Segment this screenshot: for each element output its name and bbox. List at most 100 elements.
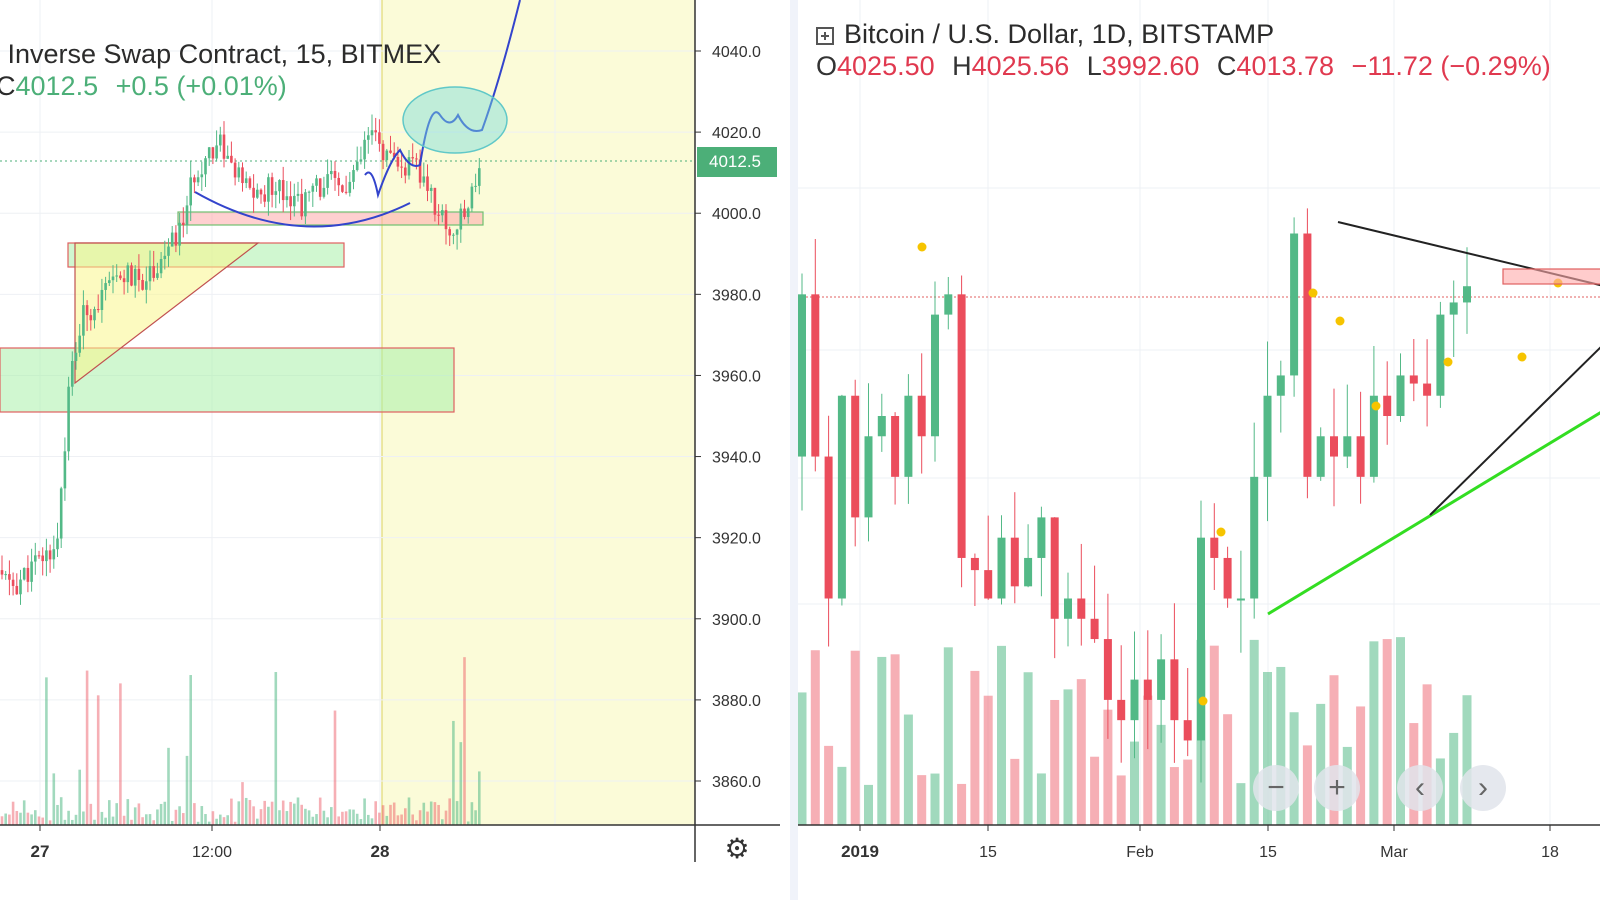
- volume-bar: [259, 809, 263, 825]
- gear-icon[interactable]: ⚙: [724, 833, 750, 864]
- candle-body: [78, 335, 81, 353]
- candle-body: [370, 130, 374, 136]
- volume-bar: [437, 804, 440, 825]
- candle-body: [400, 166, 403, 168]
- candle-body: [931, 314, 939, 437]
- candle-body: [226, 155, 229, 159]
- volume-bar: [418, 810, 422, 825]
- volume-bar: [281, 800, 285, 825]
- volume-bar: [997, 645, 1006, 825]
- volume-bar: [389, 804, 392, 825]
- y-tick-label: 3980.0: [712, 287, 761, 304]
- candle-body: [341, 185, 344, 192]
- candle-body: [1024, 557, 1033, 587]
- candle-body: [1383, 395, 1392, 416]
- volume-bar: [45, 677, 48, 825]
- candle-body: [478, 168, 481, 186]
- volume-bar: [244, 797, 248, 825]
- volume-bar: [426, 811, 429, 825]
- zoom-out-button[interactable]: −: [1253, 765, 1299, 811]
- volume-bar: [983, 695, 993, 825]
- volume-bar: [1169, 767, 1179, 825]
- volume-bar: [119, 683, 122, 825]
- candle-body: [385, 150, 389, 161]
- left-chart-ohlc: C4012.5 +0.5 (+0.01%): [0, 70, 287, 102]
- signal-dot: [1308, 288, 1318, 298]
- left-chart-title: l Inverse Swap Contract, 15, BITMEX: [0, 39, 442, 69]
- candle-body: [244, 178, 248, 184]
- left-chart-panel: 4040.0 4020.0 4000.0 3980.0 3960.0 3940.0 3920…: [0, 0, 790, 900]
- volume-bar: [256, 818, 259, 825]
- candle-body: [374, 130, 377, 133]
- candle-body: [1157, 659, 1166, 700]
- candle-body: [811, 294, 820, 457]
- candle-body: [96, 309, 100, 311]
- candle-body: [877, 416, 886, 437]
- volume-bar: [1356, 706, 1366, 825]
- candle-body: [152, 266, 155, 278]
- candle-body: [293, 195, 296, 207]
- candle-body: [1330, 436, 1338, 457]
- candle-body: [957, 294, 966, 558]
- close-key: C: [1216, 51, 1237, 81]
- candle-body: [196, 177, 200, 183]
- right-chart-canvas[interactable]: 2019 15 Feb 15 Mar 18: [798, 0, 1600, 900]
- left-close-key: C: [0, 71, 16, 101]
- left-chart-canvas[interactable]: 4040.0 4020.0 4000.0 3980.0 3960.0 3940.0 3920…: [0, 0, 790, 900]
- volume-bar: [59, 797, 63, 825]
- right-chart-panel: 2019 15 Feb 15 Mar 18 Bitcoin / U.S. Dollar, …: [790, 0, 1600, 900]
- candle-body: [137, 268, 141, 280]
- volume-bar: [315, 814, 318, 825]
- y-tick-label: 3920.0: [712, 531, 761, 548]
- scroll-left-button[interactable]: ‹: [1397, 765, 1443, 811]
- volume-bar: [452, 720, 455, 825]
- volume-bar: [296, 797, 300, 825]
- candle-body: [45, 550, 48, 562]
- candle-body: [270, 177, 274, 195]
- volume-bar: [1236, 783, 1246, 825]
- candle-body: [59, 488, 63, 539]
- candle-body: [167, 246, 170, 256]
- volume-bar: [1010, 758, 1020, 825]
- volume-bar: [363, 798, 366, 825]
- left-close-value: 4012.5: [15, 71, 99, 101]
- volume-bar: [71, 819, 74, 825]
- volume-bar: [441, 819, 444, 825]
- volume-bar: [41, 817, 44, 825]
- candle-body: [984, 570, 993, 599]
- candle-body: [267, 177, 270, 202]
- add-symbol-icon[interactable]: [816, 27, 834, 45]
- volume-bar: [1462, 695, 1472, 825]
- candle-body: [333, 170, 337, 178]
- candle-body: [274, 191, 278, 195]
- volume-bar: [300, 804, 303, 825]
- zoom-in-button[interactable]: +: [1314, 765, 1360, 811]
- candle-body: [189, 177, 192, 206]
- candle-body: [278, 180, 281, 192]
- candle-body: [970, 557, 979, 571]
- candle-body: [207, 147, 211, 159]
- volume-bar: [1023, 672, 1033, 825]
- volume-bar: [455, 801, 459, 825]
- candle-body: [222, 134, 226, 159]
- candle-body: [119, 275, 122, 279]
- volume-bar: [56, 804, 59, 825]
- open-value: 4025.50: [837, 51, 935, 81]
- candle-body: [85, 305, 89, 316]
- candle-body: [1117, 699, 1126, 721]
- candle-body: [422, 176, 426, 183]
- volume-bar: [1249, 639, 1259, 825]
- candle-body: [185, 205, 189, 225]
- candle-body: [1090, 618, 1099, 640]
- volume-bar: [193, 803, 196, 825]
- candle-body: [363, 139, 366, 160]
- candle-body: [1064, 598, 1072, 619]
- volume-bar: [270, 801, 274, 825]
- volume-bar: [108, 800, 111, 825]
- x-tick-label: 2019: [841, 842, 879, 861]
- volume-bar: [222, 817, 226, 825]
- scroll-right-button[interactable]: ›: [1460, 765, 1506, 811]
- candle-body: [263, 194, 266, 202]
- candle-body: [837, 395, 846, 599]
- volume-bar: [1422, 684, 1432, 825]
